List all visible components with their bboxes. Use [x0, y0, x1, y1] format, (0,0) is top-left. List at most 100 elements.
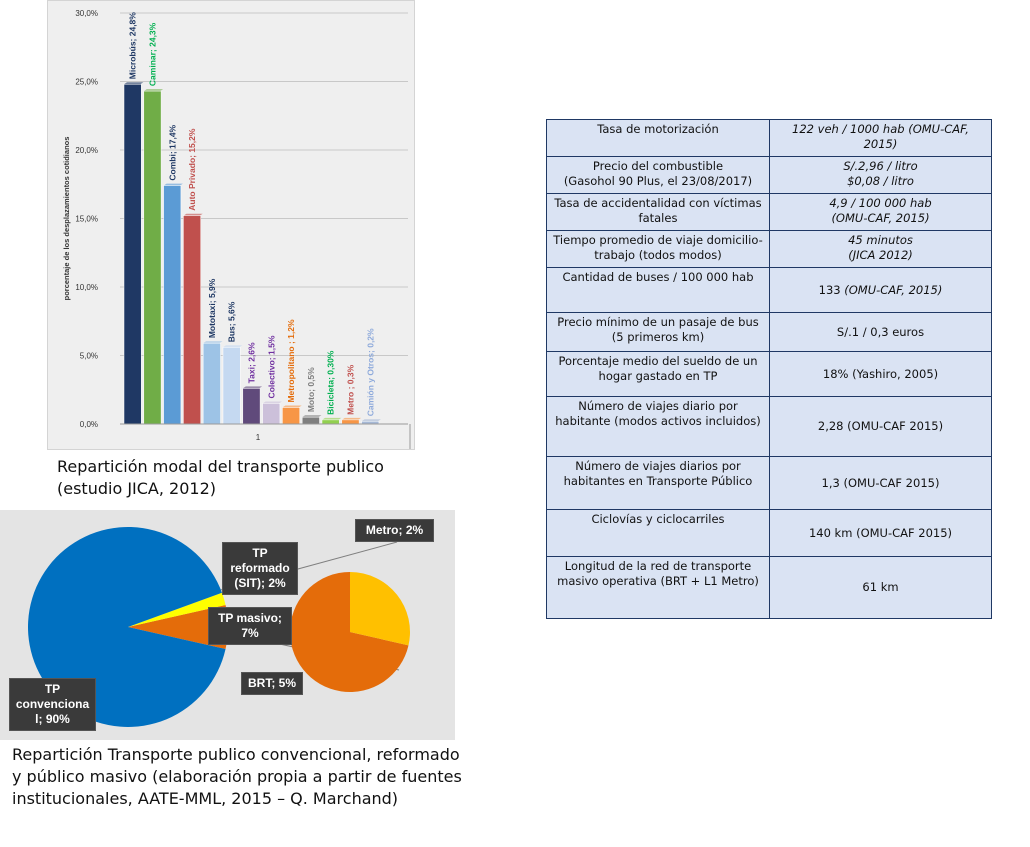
bar-data-label: Metro ; 0,3% — [345, 364, 355, 415]
value-line: (JICA 2012) — [848, 248, 913, 262]
pie-label-line: TP — [252, 546, 268, 560]
bar-group-camión-y-otros: Camión y Otros; 0,2% — [361, 328, 381, 425]
table-row: Número de viajes diario por habitante (m… — [546, 396, 992, 457]
bar-top — [242, 386, 263, 389]
bar-top — [282, 405, 302, 408]
public-transport-pie-chart — [28, 527, 410, 727]
bar — [143, 90, 162, 425]
bar-data-label: Microbús; 24,8% — [128, 12, 138, 80]
table-row: Precio del combustible (Gasohol 90 Plus,… — [546, 156, 992, 194]
table-row: Cantidad de buses / 100 000 hab 133 (OMU… — [546, 267, 992, 313]
table-cell-value: 140 km (OMU-CAF 2015) — [769, 509, 992, 557]
y-tick-label: 5,0% — [80, 352, 98, 361]
table-row: Longitud de la red de transporte masivo … — [546, 556, 992, 619]
pie-slice-masivo — [128, 604, 229, 650]
table-cell-value: 61 km — [769, 556, 992, 619]
bar-top — [143, 89, 164, 92]
table-cell-label: Número de viajes diarios por habitantes … — [546, 456, 770, 510]
y-tick-label: 30,0% — [75, 9, 98, 18]
value-line: S/.2,96 / litro — [843, 159, 918, 173]
bar — [183, 215, 201, 425]
bar-data-label: Auto Privado; 15,2% — [187, 128, 197, 211]
table-cell-label: Tasa de accidentalidad con víctimas fata… — [546, 193, 770, 231]
bar-group-metro: Metro ; 0,3% — [341, 364, 362, 425]
pie-label-line: 7% — [241, 626, 259, 640]
table-cell-label: Número de viajes diario por habitante (m… — [546, 396, 770, 457]
table-row: Número de viajes diarios por habitantes … — [546, 456, 992, 510]
table-cell-value: 4,9 / 100 000 hab (OMU-CAF, 2015) — [769, 193, 992, 231]
value-line: 45 minutos — [848, 233, 913, 247]
pie-label-reformado: TP reformado (SIT); 2% — [222, 542, 298, 595]
bar — [222, 347, 241, 425]
pie-slice-convencional — [28, 527, 226, 727]
value-line: $0,08 / litro — [847, 174, 914, 188]
value-source: (OMU-CAF, 2015) — [844, 282, 943, 297]
y-tick-label: 20,0% — [75, 146, 98, 155]
bar — [321, 419, 340, 425]
table-row: Ciclovías y ciclocarriles 140 km (OMU-CA… — [546, 509, 992, 557]
table-row: Tasa de accidentalidad con víctimas fata… — [546, 193, 992, 231]
bar-data-label: Bicicleta; 0,30% — [326, 350, 336, 415]
bar-data-label: Colectivo; 1,5% — [266, 335, 276, 398]
bar-data-label: Bus; 5,6% — [227, 301, 237, 342]
bar-data-label: Camión y Otros; 0,2% — [365, 328, 375, 416]
bar-data-label: Metropolitano ; 1,2% — [286, 319, 296, 403]
bar-top — [124, 82, 144, 85]
bar-group-bicicleta: Bicicleta; 0,30% — [321, 350, 342, 425]
bar-group-metropolitano: Metropolitano ; 1,2% — [282, 319, 302, 425]
table-row: Tiempo promedio de viaje domicilio-traba… — [546, 230, 992, 268]
y-tick-label: 15,0% — [75, 215, 98, 224]
bar-top — [163, 183, 183, 186]
bar-top — [341, 417, 362, 420]
bar-group-auto-privado: Auto Privado; 15,2% — [183, 128, 203, 425]
bar-chart-panel: 0,0% 5,0% 10,0% 15,0% 20,0% 25,0% 30,0% porcent… — [47, 0, 415, 450]
bar — [262, 403, 281, 425]
table-cell-value: S/.1 / 0,3 euros — [769, 312, 992, 352]
pie-label-masivo: TP masivo; 7% — [208, 607, 292, 645]
table-row: Porcentaje medio del sueldo de un hogar … — [546, 351, 992, 397]
bar-group-microbús: Microbús; 24,8% — [123, 12, 144, 425]
bar-data-label: Caminar; 24,3% — [147, 22, 157, 86]
table-cell-label: Precio mínimo de un pasaje de bus (5 pri… — [546, 312, 770, 352]
bar — [341, 419, 360, 425]
table-cell-value: 122 veh / 1000 hab (OMU-CAF, 2015) — [769, 119, 992, 157]
pie-label-line: l; 90% — [35, 712, 70, 726]
y-tick-label: 0,0% — [80, 420, 98, 429]
modal-split-bar-chart: 0,0% 5,0% 10,0% 15,0% 20,0% 25,0% 30,0% porcent… — [62, 9, 411, 449]
table-cell-label: Tasa de motorización — [546, 119, 770, 157]
pie-label-convencional: TP convenciona l; 90% — [9, 678, 96, 731]
table-cell-value: 18% (Yashiro, 2005) — [769, 351, 992, 397]
bar-chart-caption: Repartición modal del transporte publico… — [57, 457, 384, 498]
bar-group-combi: Combi; 17,4% — [163, 124, 183, 425]
bar-group-caminar: Caminar; 24,3% — [143, 22, 164, 425]
bar — [282, 407, 300, 425]
y-tick-label: 10,0% — [75, 283, 98, 292]
bar-top — [223, 345, 243, 348]
table-cell-label: Precio del combustible (Gasohol 90 Plus,… — [546, 156, 770, 194]
bar-group-moto: Moto; 0,5% — [301, 367, 322, 425]
table-cell-label: Tiempo promedio de viaje domicilio-traba… — [546, 230, 770, 268]
value-text: 133 — [818, 282, 841, 297]
table-row: Precio mínimo de un pasaje de bus (5 pri… — [546, 312, 992, 352]
mobility-indicators-table: Tasa de motorización 122 veh / 1000 hab … — [546, 119, 992, 619]
bar — [123, 83, 142, 425]
pie-chart-panel: TP convenciona l; 90% TP reformado (SIT)… — [0, 510, 455, 740]
bar-top — [361, 419, 381, 422]
value-line: 4,9 / 100 000 hab — [829, 196, 932, 210]
bar-group-mototaxi: Mototaxi; 5,9% — [202, 278, 223, 425]
pie-label-line: TP masivo; — [218, 611, 282, 625]
pie-label-brt: BRT; 5% — [241, 672, 303, 695]
y-axis-title: porcentaje de los desplazamientos cotidi… — [62, 137, 71, 301]
table-row: Tasa de motorización 122 veh / 1000 hab … — [546, 119, 992, 157]
table-cell-value: 2,28 (OMU-CAF 2015) — [769, 396, 992, 457]
table-cell-label: Cantidad de buses / 100 000 hab — [546, 267, 770, 313]
pie-label-line: (SIT); 2% — [234, 576, 286, 590]
bar — [242, 388, 261, 425]
bar-data-label: Moto; 0,5% — [306, 367, 316, 412]
pie-label-line: TP — [44, 682, 61, 696]
table-cell-label: Porcentaje medio del sueldo de un hogar … — [546, 351, 770, 397]
label-line: (Gasohol 90 Plus, el 23/08/2017) — [563, 174, 753, 188]
bar — [301, 416, 320, 425]
bar-data-label: Taxi; 2,6% — [246, 342, 256, 383]
pie-label-line: reformado — [230, 561, 290, 575]
